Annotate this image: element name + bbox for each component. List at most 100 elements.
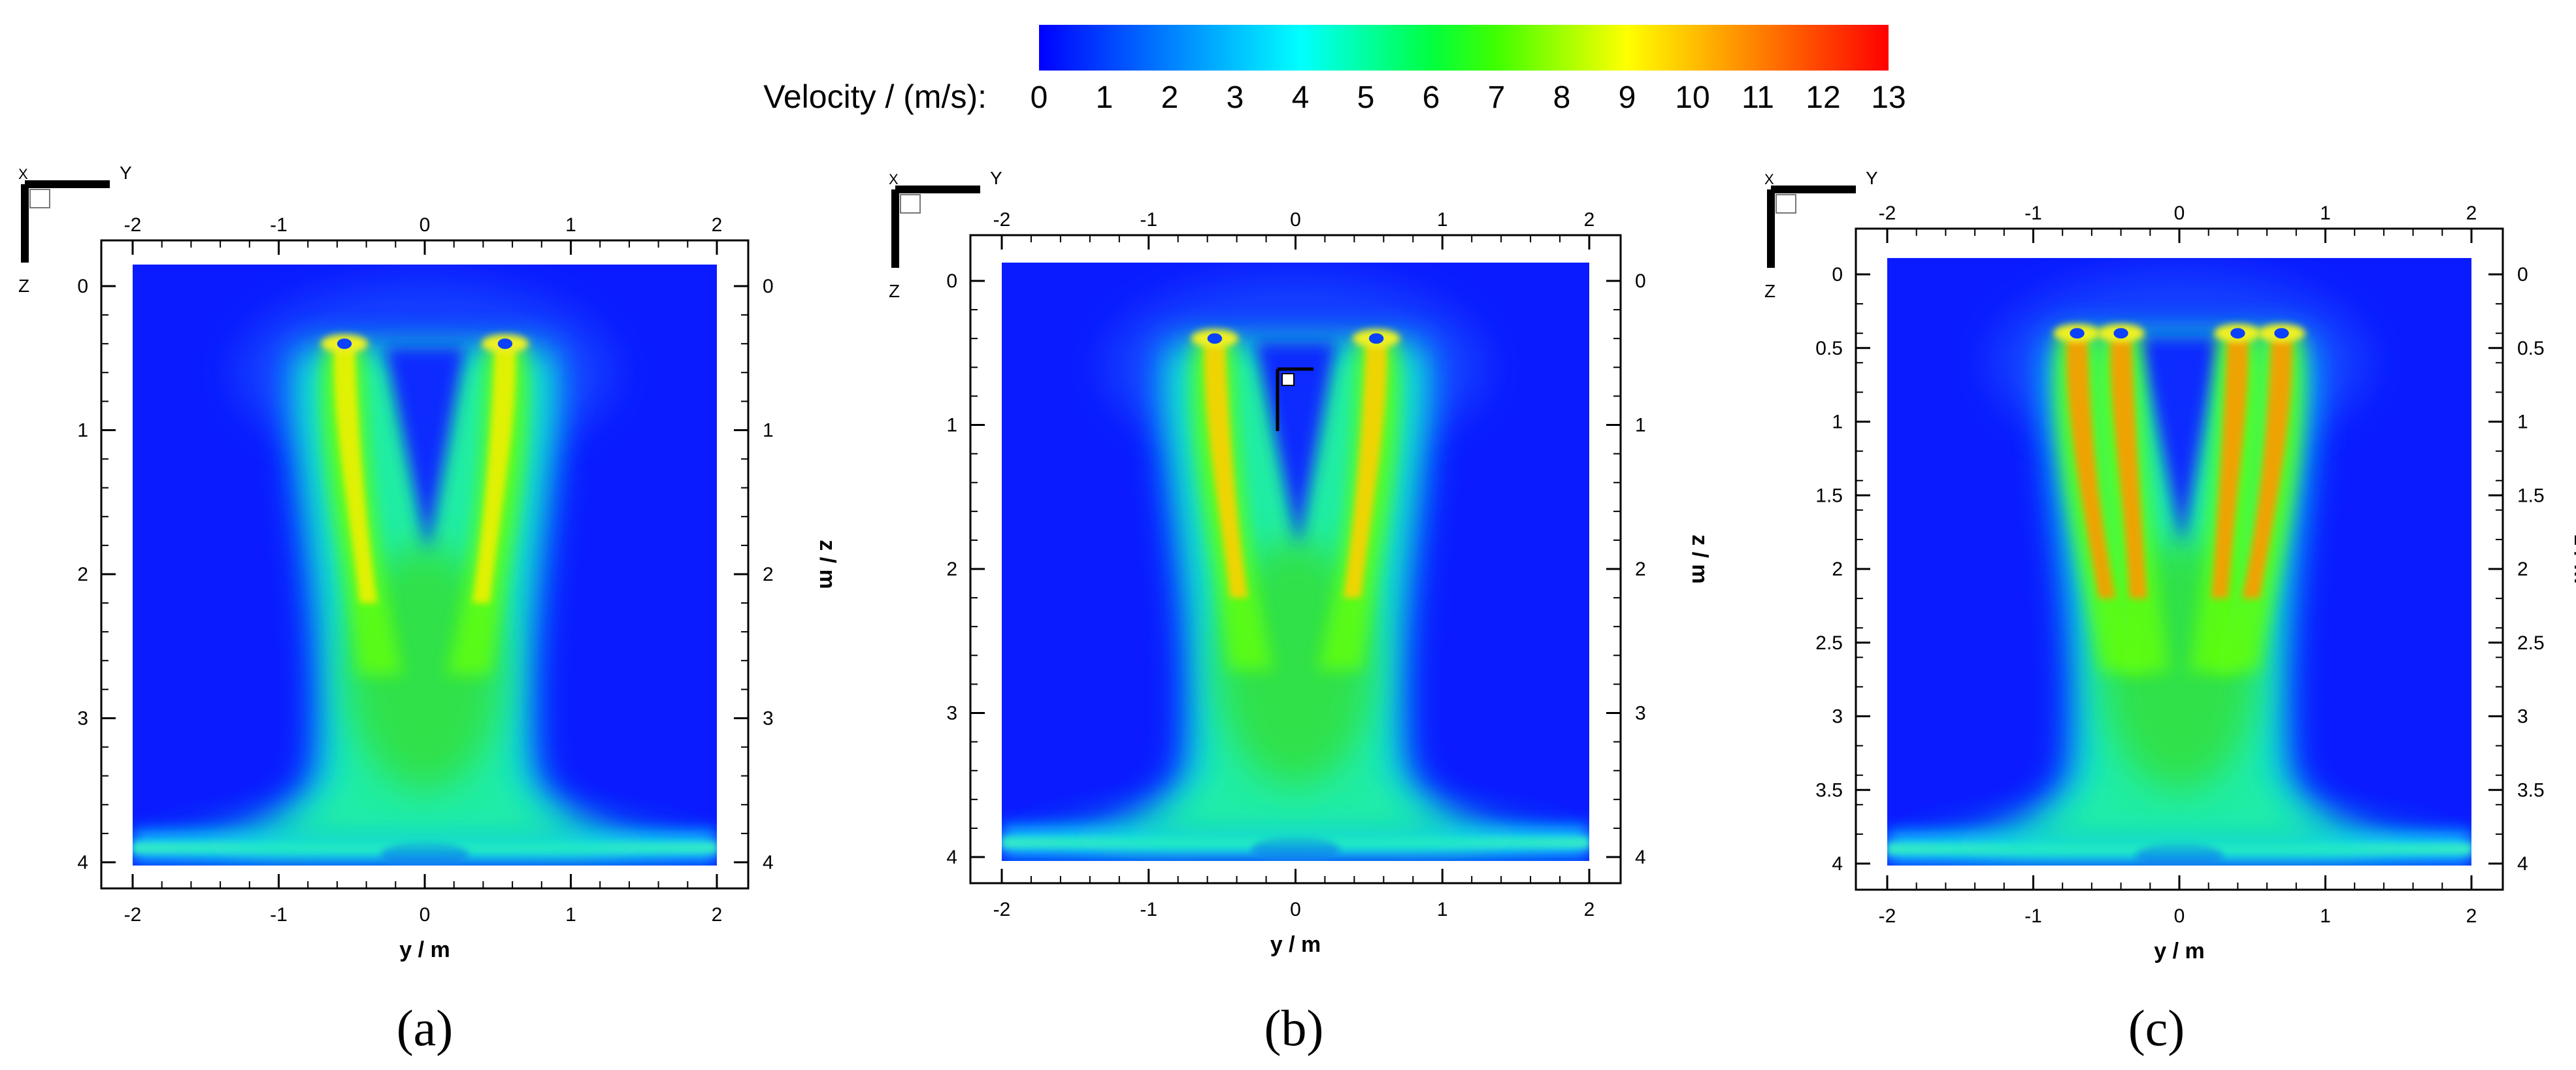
colorbar-tick-label: 0: [1031, 80, 1048, 115]
colorbar-tick-label: 2: [1161, 80, 1179, 115]
triad-x-label: X: [18, 166, 28, 182]
triad-origin-box: [900, 194, 921, 214]
panel-label: (b): [1264, 999, 1324, 1056]
colorbar-tick-label: 13: [1871, 80, 1906, 115]
nozzle-core: [337, 338, 352, 349]
axes: -2 -2 -1 -1 0 0 1 1 2 2 0 0 0.5 0.5 1 1 1.5 1.5 2 2 2.5 2.5 3 3…: [1815, 203, 2576, 964]
z-tick-label: 2.5: [1815, 632, 1843, 654]
triad-origin-box: [1775, 194, 1796, 214]
x-tick-label-top: 0: [420, 214, 431, 236]
colorbar-tick-label: 3: [1227, 80, 1244, 115]
z-tick-label: 2: [946, 559, 957, 580]
z-axis-label: z / m: [1687, 534, 1712, 584]
x-tick-label-top: 1: [565, 214, 576, 236]
x-tick-label-top: 2: [2466, 203, 2477, 224]
floor-stagnation: [380, 840, 469, 866]
z-tick-label: 0: [946, 270, 957, 292]
colorbar-tick-label: 6: [1423, 80, 1440, 115]
x-axis-label: y / m: [2154, 939, 2204, 964]
z-tick-label: 3: [946, 703, 957, 724]
colorbar-tick-label: 9: [1619, 80, 1636, 115]
axis-triad: Y Z X: [1764, 168, 1878, 301]
x-tick-label-top: -1: [1140, 209, 1157, 231]
z-tick-label-right: 2: [2517, 559, 2528, 580]
x-tick-label-top: 1: [2320, 203, 2331, 224]
jet-gap: [384, 346, 466, 553]
triad-y-label: Y: [1866, 168, 1878, 188]
panel-label: (a): [397, 999, 454, 1056]
z-tick-label: 1.5: [1815, 485, 1843, 506]
jet-core: [2110, 336, 2147, 599]
z-tick-label-right: 3.5: [2517, 779, 2545, 801]
z-tick-label-right: 0: [2517, 264, 2528, 285]
z-tick-label: 1: [1832, 412, 1843, 433]
inset-triad-box: [1281, 373, 1295, 386]
contour-panel: -2 -2 -1 -1 0 0 1 1 2 2 0 0 1 1 2 2 3 3 4 4 y / m z / m Y Z X (a): [18, 163, 840, 1056]
triad-z-label: Z: [18, 276, 29, 296]
panel-label: (c): [2128, 999, 2185, 1056]
jet-core: [2066, 336, 2117, 599]
panels: -2 -2 -1 -1 0 0 1 1 2 2 0 0 1 1 2 2 3 3 4 4 y / m z / m Y Z X (a)…: [18, 163, 2576, 1056]
jet-core: [1204, 341, 1248, 598]
z-tick-label: 3: [1832, 706, 1843, 728]
z-tick-label-right: 4: [763, 852, 774, 873]
triad-y-label: Y: [990, 168, 1002, 188]
contour-panel: -2 -2 -1 -1 0 0 1 1 2 2 0 0 0.5 0.5 1 1 1.5 1.5 2 2 2.5 2.5 3 3…: [1764, 168, 2576, 1056]
x-tick-label: -2: [1879, 905, 1896, 927]
z-tick-label: 4: [946, 847, 957, 868]
x-tick-label: 2: [712, 904, 723, 926]
x-tick-label-top: 1: [1437, 209, 1448, 231]
z-tick-label: 3.5: [1815, 779, 1843, 801]
inset-triad: [1276, 367, 1313, 431]
colorbar-tick-label: 12: [1806, 80, 1840, 115]
velocity-field: [133, 265, 717, 866]
x-tick-label-top: -2: [1879, 203, 1896, 224]
z-tick-label-right: 0: [763, 276, 774, 297]
z-tick-label-right: 1: [1635, 415, 1646, 436]
x-tick-label-top: -1: [2024, 203, 2042, 224]
jet-core: [2242, 336, 2292, 599]
axis-triad: Y Z X: [889, 168, 1002, 301]
colorbar-tick-label: 10: [1675, 80, 1709, 115]
floor-stagnation: [1251, 835, 1340, 861]
nozzle-core: [2230, 328, 2245, 339]
z-tick-label: 3: [77, 708, 88, 730]
nozzle-core: [1207, 333, 1223, 344]
x-tick-label: 1: [2320, 905, 2331, 927]
z-tick-label: 1: [946, 415, 957, 436]
jet-core: [333, 346, 378, 604]
triad-x-label: X: [889, 171, 899, 187]
z-tick-label-right: 4: [1635, 847, 1646, 868]
x-axis-label: y / m: [399, 937, 450, 962]
z-tick-label: 4: [77, 852, 88, 873]
colorbar-tick-label: 4: [1292, 80, 1310, 115]
z-tick-label-right: 3: [2517, 706, 2528, 728]
z-tick-label-right: 0: [1635, 270, 1646, 292]
z-tick-label: 2: [77, 564, 88, 585]
x-tick-label-top: 0: [2174, 203, 2185, 224]
x-tick-label: 2: [2466, 905, 2477, 927]
z-tick-label-right: 1: [763, 420, 774, 442]
axis-triad: Y Z X: [18, 163, 132, 296]
colorbar-tick-labels: 0 1 2 3 4 5 6 7 8 9 10 11 12 13: [1031, 80, 1906, 115]
colorbar-gradient: [1039, 25, 1889, 71]
triad-y-label: Y: [120, 163, 132, 183]
nozzle-core: [2113, 328, 2128, 339]
z-axis-label: z / m: [2569, 534, 2576, 584]
z-tick-label-right: 4: [2517, 853, 2528, 875]
z-tick-label: 1: [77, 420, 88, 442]
jet-core: [1343, 341, 1387, 598]
z-tick-label-right: 1.5: [2517, 485, 2545, 506]
x-tick-label-top: -2: [124, 214, 142, 236]
z-tick-label-right: 2: [1635, 559, 1646, 580]
x-tick-label: -1: [2024, 905, 2042, 927]
triad-z-label: Z: [1764, 281, 1775, 301]
nozzle-core: [2274, 328, 2289, 339]
colorbar-tick-label: 8: [1553, 80, 1571, 115]
z-tick-label-right: 2.5: [2517, 632, 2545, 654]
x-axis-label: y / m: [1270, 932, 1321, 957]
z-axis-label: z / m: [815, 540, 840, 589]
triad-x-label: X: [1764, 171, 1774, 187]
jet-gap: [1254, 341, 1337, 547]
